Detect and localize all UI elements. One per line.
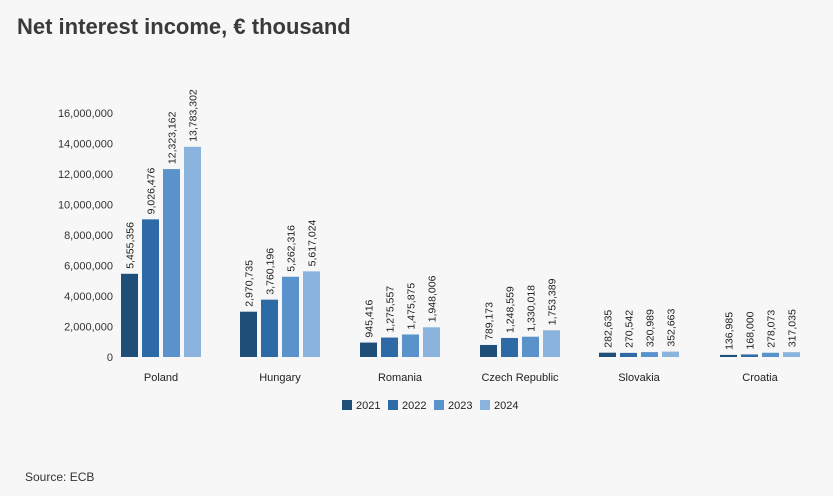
data-label: 278,073 [766, 310, 778, 348]
y-tick-label: 6,000,000 [64, 261, 113, 273]
data-label: 1,475,875 [406, 283, 418, 330]
data-label: 789,173 [484, 302, 496, 340]
bar [522, 336, 539, 357]
legend-label: 2023 [448, 400, 472, 412]
category-label: Czech Republic [481, 372, 559, 384]
data-label: 5,617,024 [307, 219, 319, 266]
y-tick-label: 8,000,000 [64, 230, 113, 242]
data-label: 945,416 [364, 299, 376, 337]
data-label: 2,970,735 [244, 260, 256, 307]
bar [641, 352, 658, 357]
y-tick-label: 14,000,000 [58, 139, 113, 151]
bar [423, 327, 440, 357]
data-label: 1,948,006 [427, 275, 439, 322]
legend-swatch [342, 400, 352, 410]
data-label: 5,262,316 [286, 225, 298, 272]
bar [184, 146, 201, 357]
bar [480, 344, 497, 357]
data-label: 320,989 [645, 309, 657, 347]
data-label: 352,663 [666, 309, 678, 347]
legend-label: 2024 [494, 400, 518, 412]
bar [303, 271, 320, 357]
category-label: Poland [144, 372, 178, 384]
bar [282, 276, 299, 357]
bar [142, 219, 159, 357]
data-label: 168,000 [745, 311, 757, 349]
bar [720, 354, 737, 357]
category-label: Hungary [259, 372, 301, 384]
bar [599, 352, 616, 357]
bar [163, 169, 180, 357]
data-label: 13,783,302 [188, 89, 200, 142]
y-tick-label: 0 [107, 352, 113, 364]
bar [402, 334, 419, 357]
bar [381, 337, 398, 357]
legend-swatch [480, 400, 490, 410]
category-label: Croatia [742, 372, 778, 384]
bar [620, 352, 637, 357]
data-label: 1,330,018 [526, 285, 538, 332]
y-tick-label: 10,000,000 [58, 200, 113, 212]
category-label: Romania [378, 372, 423, 384]
data-label: 9,026,476 [146, 167, 158, 214]
bar [741, 354, 758, 357]
legend-label: 2021 [356, 400, 380, 412]
data-label: 3,760,196 [265, 248, 277, 295]
bar-chart: 0 2,000,000 4,000,000 6,000,000 8,000,000 10,… [58, 89, 800, 412]
bar [543, 330, 560, 357]
legend-swatch [434, 400, 444, 410]
data-label: 12,323,162 [167, 111, 179, 164]
data-label: 1,753,389 [547, 278, 559, 325]
data-label: 136,985 [724, 312, 736, 350]
bar [501, 337, 518, 357]
bar [261, 299, 278, 357]
chart-title: Net interest income, € thousand [17, 14, 351, 39]
y-tick-label: 12,000,000 [58, 169, 113, 181]
bar [783, 352, 800, 357]
bar [121, 273, 138, 357]
y-tick-label: 16,000,000 [58, 108, 113, 120]
data-label: 1,248,559 [505, 286, 517, 333]
data-label: 270,542 [624, 310, 636, 348]
data-label: 1,275,557 [385, 286, 397, 333]
legend-swatch [388, 400, 398, 410]
y-tick-label: 2,000,000 [64, 322, 113, 334]
data-label: 5,455,356 [125, 222, 137, 269]
bar [762, 352, 779, 357]
data-label: 282,635 [603, 310, 615, 348]
bar [240, 311, 257, 357]
bar [360, 342, 377, 357]
y-tick-label: 4,000,000 [64, 291, 113, 303]
bar [662, 351, 679, 357]
category-label: Slovakia [618, 372, 660, 384]
legend-label: 2022 [402, 400, 426, 412]
data-label: 317,035 [787, 309, 799, 347]
source-note: Source: ECB [25, 470, 95, 484]
